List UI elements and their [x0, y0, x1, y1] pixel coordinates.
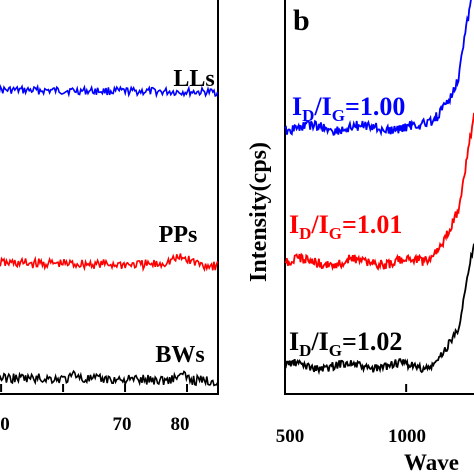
panel-label-b: b	[293, 4, 310, 37]
tick-label-500: 500	[276, 426, 305, 447]
x-axis-label: Wave	[404, 450, 459, 474]
panel-b-series	[284, 0, 474, 376]
raman-line-3	[284, 243, 474, 376]
series-line-bws	[0, 369, 219, 387]
raman-line-1	[284, 0, 472, 137]
panel-b-frame	[284, 0, 474, 395]
panel-a-x-ticks	[0, 384, 189, 392]
raman-line-2	[284, 112, 474, 272]
series-label-bws: BWs	[155, 342, 204, 368]
tick-label-80: 80	[171, 414, 190, 435]
panel-b-x-ticks	[284, 384, 408, 392]
series-line-pps	[0, 253, 219, 273]
series-label-pps: PPs	[159, 222, 198, 248]
series-label-lls: LLs	[173, 66, 214, 92]
panel-a-series	[0, 83, 219, 387]
series-line-lls	[0, 83, 219, 99]
panel-b: b Intensity(cps) 500 1000 Wave ID/IG=1.0…	[246, 0, 474, 474]
panel-a: 0 70 80 LLs PPs BWs	[0, 0, 219, 435]
tick-label-0: 0	[0, 414, 10, 435]
ratio-label-2: ID/IG=1.01	[289, 210, 402, 243]
ratio-label-1: ID/IG=1.00	[292, 92, 405, 125]
tick-label-1000: 1000	[388, 426, 426, 447]
panel-a-frame	[0, 0, 219, 395]
ratio-label-3: ID/IG=1.02	[289, 327, 402, 360]
tick-label-70: 70	[113, 414, 132, 435]
y-axis-label: Intensity(cps)	[246, 142, 272, 282]
